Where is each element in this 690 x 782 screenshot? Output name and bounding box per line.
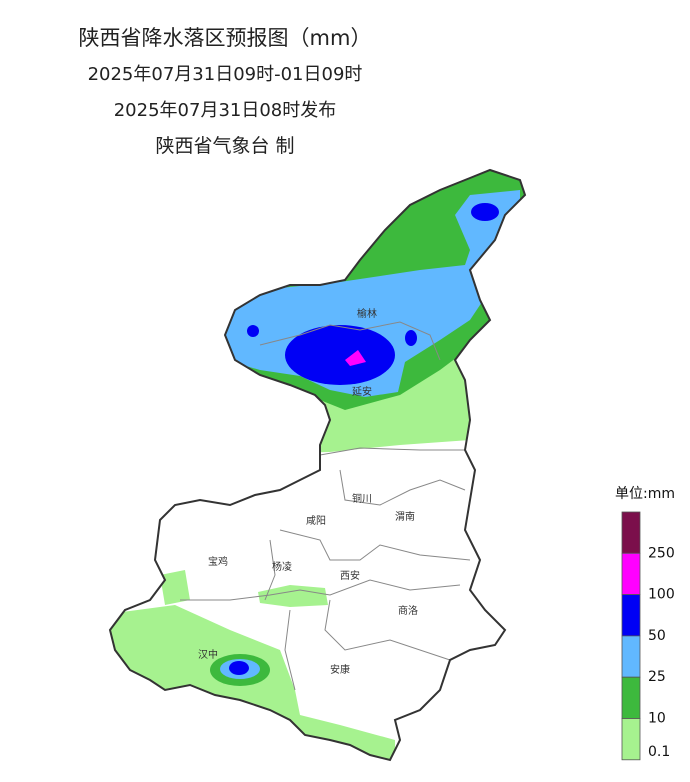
precip-areas	[110, 170, 525, 760]
city-label: 铜川	[352, 493, 372, 505]
city-label: 杨凌	[272, 560, 292, 573]
area-light-green	[258, 585, 328, 607]
legend-label: 50	[648, 628, 666, 644]
issued: 2025年07月31日08时发布	[113, 100, 337, 121]
city-label: 安康	[330, 663, 350, 676]
legend-label: 25	[648, 669, 666, 685]
city-label: 西安	[340, 569, 360, 582]
city-label: 商洛	[398, 604, 418, 617]
boundaries	[180, 321, 471, 691]
area-blue	[229, 661, 249, 675]
legend-swatch	[621, 594, 641, 637]
area-blue	[247, 325, 259, 337]
area-magenta	[345, 350, 366, 366]
legend-label: 100	[648, 587, 675, 603]
city-label: 汉中	[198, 648, 218, 661]
city-label: 渭南	[395, 510, 415, 523]
area-blue	[285, 325, 395, 385]
legend-swatch	[621, 718, 641, 761]
issuer: 陕西省气象台 制	[155, 135, 295, 157]
title: 陕西省降水落区预报图（mm）	[78, 26, 372, 50]
legend-swatch	[621, 635, 641, 678]
area-light-green	[160, 570, 190, 605]
legend-label: 250	[648, 545, 675, 561]
legend-swatch	[621, 511, 641, 554]
city-label: 榆林	[357, 307, 377, 320]
legend-label: 10	[648, 711, 666, 727]
area-blue	[405, 330, 417, 346]
city-label: 咸阳	[306, 515, 326, 527]
legend-label: 0.1	[648, 744, 670, 760]
legend-title: 单位:mm	[615, 486, 675, 502]
valid-period: 2025年07月31日09时-01日09时	[87, 64, 363, 85]
city-label: 延安	[352, 385, 372, 398]
legend-swatch	[621, 552, 641, 595]
legend-swatch	[621, 676, 641, 719]
area-blue	[471, 203, 499, 221]
city-label: 宝鸡	[208, 555, 228, 568]
